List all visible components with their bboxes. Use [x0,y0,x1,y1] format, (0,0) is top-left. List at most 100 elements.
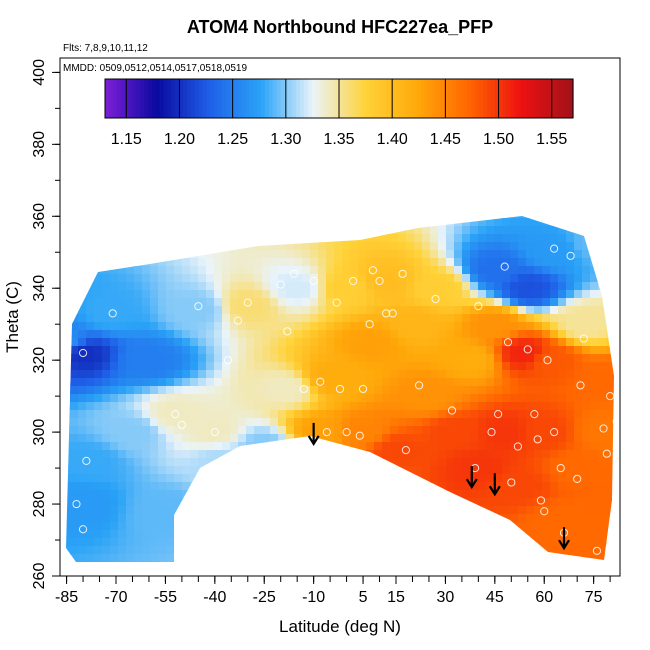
colorbar-cell [183,79,188,118]
heatmap-cell [422,554,431,562]
heatmap-cell [94,258,103,267]
heatmap-cell [390,410,399,419]
heatmap-cell [70,378,79,387]
heatmap-cell [190,274,199,283]
heatmap-cell [326,506,335,515]
heatmap-cell [86,506,95,515]
heatmap-cell [358,226,367,235]
heatmap-cell [454,338,463,347]
heatmap-cell [462,538,471,547]
heatmap-cell [102,314,111,323]
heatmap-cell [134,426,143,435]
heatmap-cell [398,306,407,315]
heatmap-cell [502,330,511,339]
heatmap-cell [238,282,247,291]
heatmap-cell [270,362,279,371]
heatmap-cell [574,216,583,219]
heatmap-cell [582,370,591,379]
heatmap-cell [310,242,319,251]
heatmap-cell [486,442,495,451]
heatmap-cell [302,426,311,435]
heatmap-cell [478,314,487,323]
heatmap-cell [270,298,279,307]
heatmap-cell [190,490,199,499]
heatmap-cell [238,466,247,475]
heatmap-cell [406,250,415,259]
heatmap-cell [214,482,223,491]
heatmap-cell [214,386,223,395]
heatmap-cell [486,216,495,219]
heatmap-cell [286,306,295,315]
heatmap-cell [222,442,231,451]
heatmap-cell [66,346,71,355]
heatmap-cell [574,514,583,523]
heatmap-cell [278,282,287,291]
heatmap-cell [582,554,591,562]
heatmap-cell [582,362,591,371]
heatmap-cell [406,474,415,483]
heatmap-cell [302,450,311,459]
heatmap-cell [126,562,135,571]
heatmap-cell [86,522,95,531]
heatmap-cell [270,314,279,323]
sample-point [233,316,242,325]
heatmap-cell [534,370,543,379]
heatmap-cell [70,410,79,419]
heatmap-cell [110,394,119,403]
heatmap-cell [446,266,455,275]
heatmap-cell [574,354,583,363]
heatmap-cell [182,362,191,371]
heatmap-cell [374,426,383,435]
heatmap-cell [222,322,231,331]
heatmap-cell [214,330,223,339]
heatmap-cell [94,242,103,251]
heatmap-cell [422,546,431,555]
heatmap-cell [334,402,343,411]
heatmap-cell [118,458,127,467]
heatmap-cell [614,482,623,491]
heatmap-cell [374,250,383,259]
heatmap-cell [606,226,614,235]
heatmap-cell [534,434,543,443]
heatmap-cell [494,322,503,331]
heatmap-cell [302,330,311,339]
heatmap-cell [566,394,575,403]
heatmap-cell [358,298,367,307]
heatmap-cell [174,418,183,427]
heatmap-cell [574,522,583,531]
heatmap-cell [278,418,287,427]
heatmap-cell [550,322,559,331]
heatmap-cell [238,546,247,555]
colorbar-cell [366,79,371,118]
heatmap-cell [94,426,103,435]
heatmap-cell [102,290,111,299]
sample-point [513,442,522,451]
heatmap-cell [150,450,159,459]
heatmap-cell [78,418,87,427]
heatmap-cell [166,546,175,555]
heatmap-cell [318,402,327,411]
heatmap-cell [510,234,519,243]
heatmap-cell [302,370,311,379]
arrow-markers [307,422,570,551]
heatmap-cell [374,330,383,339]
heatmap-cell [262,426,271,435]
heatmap-cell [230,394,239,403]
heatmap-cell [302,562,311,571]
heatmap-cell [70,242,79,251]
heatmap-cell [222,226,231,235]
heatmap-cell [126,258,135,267]
heatmap-cell [302,538,311,547]
heatmap-cell [430,250,439,259]
heatmap-cell [174,402,183,411]
heatmap-cell [222,290,231,299]
heatmap-cell [374,370,383,379]
heatmap-cell [398,434,407,443]
heatmap-cell [494,562,503,571]
heatmap-cell [182,370,191,379]
heatmap-cell [190,562,199,571]
heatmap-cell [302,474,311,483]
heatmap-cell [222,314,231,323]
heatmap-cell [110,218,119,227]
